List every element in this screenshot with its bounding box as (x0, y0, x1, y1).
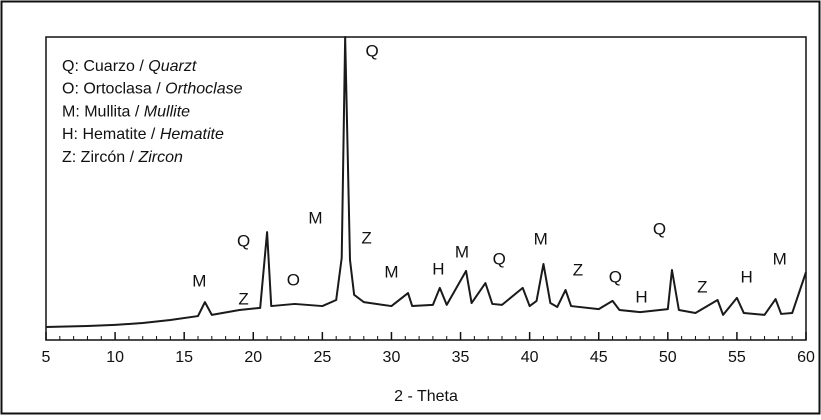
x-tick-label: 25 (313, 349, 331, 366)
peak-label: Q (653, 219, 666, 238)
peak-label: M (534, 229, 548, 248)
x-tick-label: 35 (452, 349, 470, 366)
peak-label: Q (609, 267, 622, 286)
legend-entry: Z: Zircón / Zircon (62, 149, 183, 166)
legend-entry: M: Mullita / Mullite (62, 104, 190, 121)
x-axis-label: 2 - Theta (394, 388, 458, 405)
legend-text: O: Ortoclasa / (62, 81, 165, 98)
peak-label: H (432, 259, 444, 278)
x-tick-label: 15 (175, 349, 193, 366)
peak-label: H (635, 287, 647, 306)
peak-label: M (384, 263, 398, 282)
x-tick-label: 60 (797, 349, 815, 366)
peak-label: Q (237, 232, 250, 251)
legend-text-italic: Zircon (137, 149, 183, 166)
x-tick-label: 30 (383, 349, 401, 366)
peak-label: M (308, 209, 322, 228)
legend-text-italic: Mullite (144, 104, 190, 121)
legend-text: H: Hematite / (62, 126, 160, 143)
peak-label: Q (493, 249, 506, 268)
legend-entry: Q: Cuarzo / Quarzt (62, 58, 197, 75)
legend-entry: O: Ortoclasa / Orthoclase (62, 81, 243, 98)
legend-text-italic: Quarzt (148, 58, 197, 75)
plot-frame (45, 36, 807, 341)
peak-label: Z (697, 277, 707, 296)
x-tick-label: 55 (728, 349, 746, 366)
legend-text: Z: Zircón / (62, 149, 138, 166)
legend-text: M: Mullita / (62, 104, 144, 121)
legend-text: Q: Cuarzo / (62, 58, 148, 75)
x-tick-label: 50 (659, 349, 677, 366)
legend-entry: H: Hematite / Hematite (62, 126, 224, 143)
peak-label: Z (361, 229, 371, 248)
legend-text-italic: Orthoclase (165, 81, 242, 98)
peak-label: M (192, 272, 206, 291)
peak-label: O (287, 270, 300, 289)
peak-label: Z (573, 260, 583, 279)
peak-label: M (455, 243, 469, 262)
legend-text-italic: Hematite (160, 126, 224, 143)
x-tick-label: 5 (42, 349, 51, 366)
x-tick-label: 10 (106, 349, 124, 366)
x-tick-label: 40 (521, 349, 539, 366)
x-tick-label: 20 (244, 349, 262, 366)
diffraction-line (45, 36, 807, 328)
peak-label: Z (238, 289, 248, 308)
peak-label: H (740, 267, 752, 286)
peak-label: M (773, 249, 787, 268)
x-tick-label: 45 (590, 349, 608, 366)
peak-label: Q (365, 42, 378, 61)
